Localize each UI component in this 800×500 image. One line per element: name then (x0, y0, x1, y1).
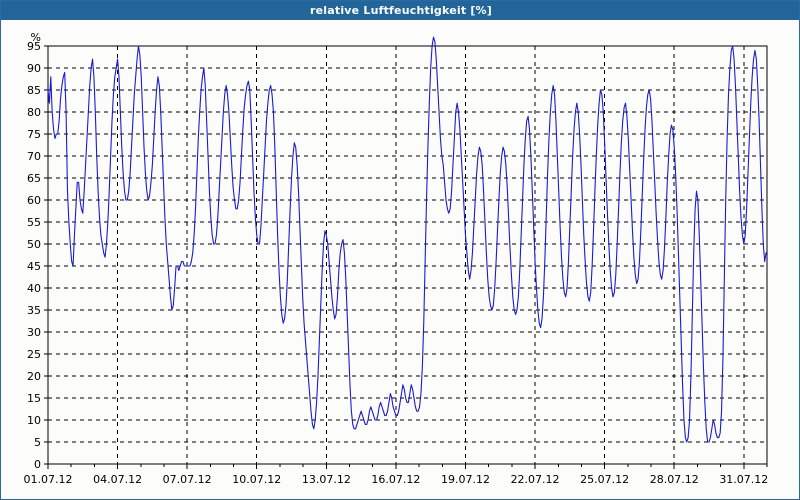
axis-ticks (44, 45, 768, 469)
svg-text:13.07.12: 13.07.12 (302, 473, 351, 486)
svg-text:07.07.12: 07.07.12 (163, 473, 212, 486)
svg-text:40: 40 (27, 282, 41, 295)
svg-text:22.07.12: 22.07.12 (511, 473, 560, 486)
plot-frame (47, 45, 768, 465)
svg-text:%: % (31, 31, 41, 44)
svg-text:30: 30 (27, 326, 41, 339)
svg-text:16.07.12: 16.07.12 (371, 473, 420, 486)
svg-text:31.07.12: 31.07.12 (719, 473, 768, 486)
svg-text:25: 25 (27, 348, 41, 361)
svg-text:20: 20 (27, 370, 41, 383)
svg-text:25.07.12: 25.07.12 (580, 473, 629, 486)
svg-text:10: 10 (27, 414, 41, 427)
svg-text:85: 85 (27, 84, 41, 97)
svg-text:01.07.12: 01.07.12 (24, 473, 73, 486)
svg-text:65: 65 (27, 172, 41, 185)
window-title-bar: relative Luftfeuchtigkeit [%] (1, 1, 799, 20)
svg-text:15: 15 (27, 392, 41, 405)
y-axis-tick-labels: 0 5 10 15 20 25 30 35 40 45 50 55 60 65 70 75 80 85 90 95 (27, 40, 41, 471)
y-axis-unit-label: % (31, 31, 41, 44)
svg-text:45: 45 (27, 260, 41, 273)
svg-text:35: 35 (27, 304, 41, 317)
chart-plot-container: 0 5 10 15 20 25 30 35 40 45 50 55 60 65 70 75 80 85 90 95 0… (1, 20, 799, 499)
svg-text:75: 75 (27, 128, 41, 141)
svg-text:04.07.12: 04.07.12 (93, 473, 142, 486)
svg-text:95: 95 (27, 40, 41, 53)
svg-text:60: 60 (27, 194, 41, 207)
svg-text:70: 70 (27, 150, 41, 163)
svg-text:28.07.12: 28.07.12 (650, 473, 699, 486)
svg-text:5: 5 (34, 436, 41, 449)
page-title: relative Luftfeuchtigkeit [%] (310, 4, 492, 17)
svg-text:0: 0 (34, 458, 41, 471)
data-series-line (47, 36, 767, 443)
x-axis-tick-labels: 01.07.12 04.07.12 07.07.12 10.07.12 13.07.12… (24, 473, 769, 486)
svg-text:55: 55 (27, 216, 41, 229)
svg-text:10.07.12: 10.07.12 (232, 473, 281, 486)
humidity-line-chart: 0 5 10 15 20 25 30 35 40 45 50 55 60 65 70 75 80 85 90 95 0… (24, 31, 769, 486)
svg-text:90: 90 (27, 62, 41, 75)
svg-text:19.07.12: 19.07.12 (441, 473, 490, 486)
svg-text:80: 80 (27, 106, 41, 119)
svg-text:50: 50 (27, 238, 41, 251)
